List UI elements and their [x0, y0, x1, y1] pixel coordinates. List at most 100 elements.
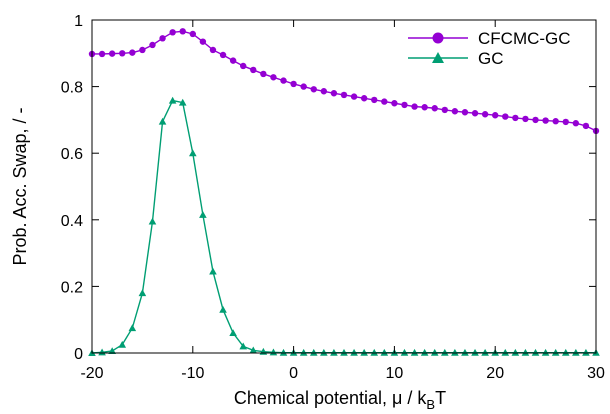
data-point [189, 149, 197, 157]
data-point [219, 305, 227, 313]
data-point [119, 50, 126, 57]
data-point [380, 348, 389, 356]
data-point [158, 117, 167, 125]
data-point [481, 348, 489, 356]
data-point [471, 110, 479, 117]
data-point [340, 91, 348, 99]
data-point [340, 348, 348, 356]
data-point [108, 347, 116, 355]
data-point [249, 346, 258, 354]
data-point [561, 348, 570, 356]
x-tick-label: 30 [587, 365, 605, 382]
x-axis-label-main: Chemical potential, μ / k [234, 388, 427, 408]
data-point [441, 106, 448, 114]
data-point [400, 348, 409, 356]
data-point [350, 93, 358, 100]
data-point [330, 90, 338, 97]
series-cfcmc-gc [88, 28, 600, 135]
data-point [552, 118, 559, 125]
legend-label: GC [478, 49, 504, 68]
data-point [178, 98, 187, 106]
data-point [98, 50, 106, 58]
data-point [451, 348, 459, 356]
x-axis-label: Chemical potential, μ / kBT [234, 388, 446, 412]
data-point [481, 111, 489, 118]
data-point [420, 348, 429, 356]
data-point [330, 348, 338, 356]
data-point [511, 348, 520, 356]
data-point [250, 66, 257, 74]
data-point [410, 348, 419, 356]
data-point [350, 348, 358, 356]
data-point [270, 74, 277, 81]
y-tick-label: 0 [74, 346, 83, 363]
data-point [360, 348, 368, 356]
data-point [280, 77, 287, 84]
data-point [300, 83, 307, 90]
data-point [501, 348, 510, 356]
data-point [260, 70, 267, 78]
data-point [360, 95, 368, 102]
data-point [531, 348, 540, 356]
y-tick-label: 0.4 [61, 213, 83, 230]
x-tick-label: 0 [289, 365, 298, 382]
data-point [129, 49, 136, 56]
data-point [320, 348, 328, 356]
data-point [471, 348, 479, 356]
data-point [199, 38, 207, 45]
x-tick-label: 20 [486, 365, 504, 382]
data-point [532, 116, 539, 124]
data-point [502, 113, 509, 120]
data-point [128, 324, 137, 332]
legend-label: CFCMC-GC [478, 29, 571, 48]
data-point [199, 211, 207, 218]
data-point [431, 105, 438, 112]
data-point [461, 348, 469, 356]
data-point [582, 122, 590, 130]
x-axis-label-subscript: B [426, 397, 435, 412]
data-point [169, 29, 176, 36]
data-point [209, 267, 217, 275]
data-point [229, 57, 237, 64]
data-point [240, 62, 247, 70]
data-point [149, 41, 156, 49]
data-point [189, 30, 196, 38]
legend-marker [432, 52, 444, 63]
data-point [391, 100, 398, 107]
data-point [269, 348, 278, 356]
x-tick-label: -20 [80, 365, 103, 382]
legend-marker [432, 32, 444, 44]
data-point [541, 348, 550, 356]
ticks-layer: -20 -10 0 10 20 30 0 0.2 0.4 0.6 0.8 1 [61, 13, 605, 382]
data-point [139, 46, 146, 54]
data-point [98, 348, 106, 356]
data-point [309, 348, 318, 356]
data-point [492, 112, 499, 119]
data-point [219, 51, 227, 59]
data-point [239, 342, 247, 350]
data-point [299, 348, 308, 356]
data-point [168, 96, 177, 104]
y-tick-label: 0.2 [61, 279, 83, 296]
x-axis-label-tail: T [435, 388, 446, 408]
data-point [542, 117, 549, 124]
data-point [159, 35, 166, 42]
data-point [370, 348, 379, 356]
x-tick-label: 10 [386, 365, 404, 382]
y-tick-label: 0.6 [61, 146, 83, 163]
data-point [209, 46, 217, 54]
y-tick-label: 0.8 [61, 80, 83, 97]
data-point [572, 120, 580, 127]
data-point [551, 348, 560, 356]
data-point [371, 96, 378, 104]
data-point [430, 348, 439, 356]
data-point [381, 98, 388, 105]
data-point [138, 289, 147, 297]
data-point [512, 114, 519, 122]
data-point [310, 86, 317, 93]
data-point [522, 115, 529, 123]
data-point [229, 329, 237, 337]
